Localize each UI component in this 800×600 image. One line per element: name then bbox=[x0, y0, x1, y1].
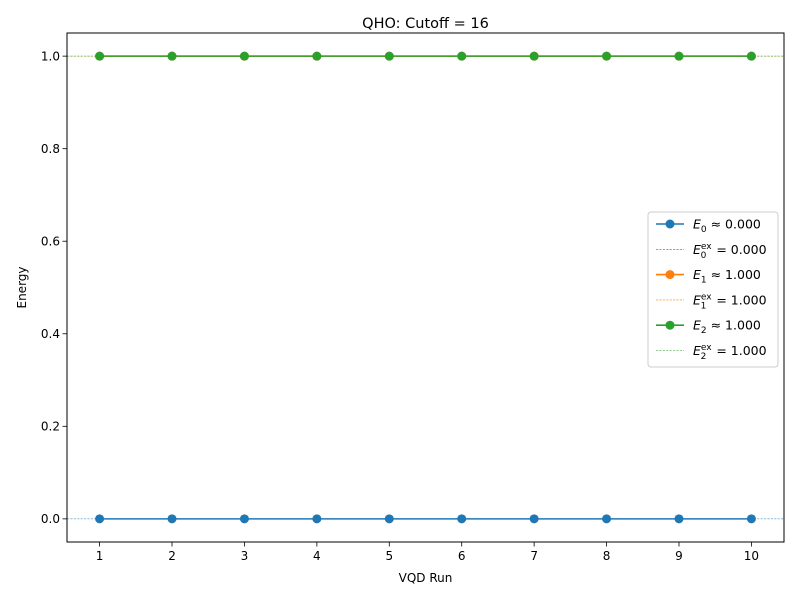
chart-title: QHO: Cutoff = 16 bbox=[362, 16, 489, 32]
legend-item: Eex 0 = 0.000 bbox=[656, 242, 767, 261]
legend: E0 ≈ 0.000 Eex 0 = 0.000 E1 ≈ 1.000 Eex 1 = 1… bbox=[647, 211, 779, 368]
data-point bbox=[312, 51, 322, 61]
series-4 bbox=[95, 51, 756, 61]
data-point bbox=[239, 514, 249, 524]
y-tick-label: 0.6 bbox=[41, 235, 60, 249]
x-tick-label: 8 bbox=[603, 549, 611, 563]
data-point bbox=[457, 514, 467, 524]
data-point bbox=[384, 514, 394, 524]
legend-swatch-marker bbox=[665, 270, 675, 280]
y-axis: 0.0 0.2 0.4 0.6 0.8 1.0 bbox=[41, 49, 67, 526]
legend-swatch-marker bbox=[665, 320, 675, 330]
x-tick-label: 6 bbox=[458, 549, 466, 563]
data-point bbox=[746, 514, 756, 524]
data-point bbox=[674, 51, 684, 61]
data-point bbox=[239, 51, 249, 61]
data-point bbox=[384, 51, 394, 61]
legend-item: Eex 1 = 1.000 bbox=[656, 292, 767, 311]
x-axis: 1 2 3 4 5 6 7 8 9 10 bbox=[96, 542, 759, 563]
legend-item: E0 ≈ 0.000 bbox=[656, 217, 761, 236]
x-tick-label: 9 bbox=[675, 549, 683, 563]
plot-area bbox=[67, 51, 784, 524]
series-0 bbox=[95, 514, 756, 524]
legend-label: Eex 1 = 1.000 bbox=[693, 292, 767, 311]
legend-item: E2 ≈ 1.000 bbox=[656, 318, 761, 337]
data-point bbox=[602, 514, 612, 524]
data-point bbox=[529, 514, 539, 524]
legend-item: E1 ≈ 1.000 bbox=[656, 267, 761, 286]
y-tick-label: 0.2 bbox=[41, 420, 60, 434]
y-tick-label: 0.4 bbox=[41, 327, 60, 341]
legend-label: E0 ≈ 0.000 bbox=[693, 217, 761, 236]
legend-item: Eex 2 = 1.000 bbox=[656, 343, 767, 362]
legend-label: Eex 2 = 1.000 bbox=[693, 343, 767, 362]
x-tick-label: 7 bbox=[530, 549, 538, 563]
y-axis-label: Energy bbox=[15, 266, 29, 308]
data-point bbox=[529, 51, 539, 61]
y-tick-label: 0.0 bbox=[41, 512, 60, 526]
data-point bbox=[167, 514, 177, 524]
x-tick-label: 10 bbox=[744, 549, 759, 563]
legend-label: E2 ≈ 1.000 bbox=[693, 318, 761, 337]
data-point bbox=[95, 51, 105, 61]
x-tick-label: 3 bbox=[241, 549, 249, 563]
x-axis-label: VQD Run bbox=[399, 571, 453, 585]
data-point bbox=[674, 514, 684, 524]
data-point bbox=[167, 51, 177, 61]
legend-box bbox=[647, 211, 779, 368]
x-tick-label: 4 bbox=[313, 549, 321, 563]
x-tick-label: 2 bbox=[168, 549, 176, 563]
data-point bbox=[602, 51, 612, 61]
legend-swatch-marker bbox=[665, 219, 675, 229]
legend-label: Eex 0 = 0.000 bbox=[693, 242, 767, 261]
data-point bbox=[746, 51, 756, 61]
legend-label: E1 ≈ 1.000 bbox=[693, 267, 761, 286]
x-tick-label: 1 bbox=[96, 549, 104, 563]
x-tick-label: 5 bbox=[385, 549, 393, 563]
y-tick-label: 1.0 bbox=[41, 49, 60, 63]
y-tick-label: 0.8 bbox=[41, 142, 60, 156]
axes-frame bbox=[66, 32, 785, 543]
data-point bbox=[312, 514, 322, 524]
data-point bbox=[95, 514, 105, 524]
data-point bbox=[457, 51, 467, 61]
